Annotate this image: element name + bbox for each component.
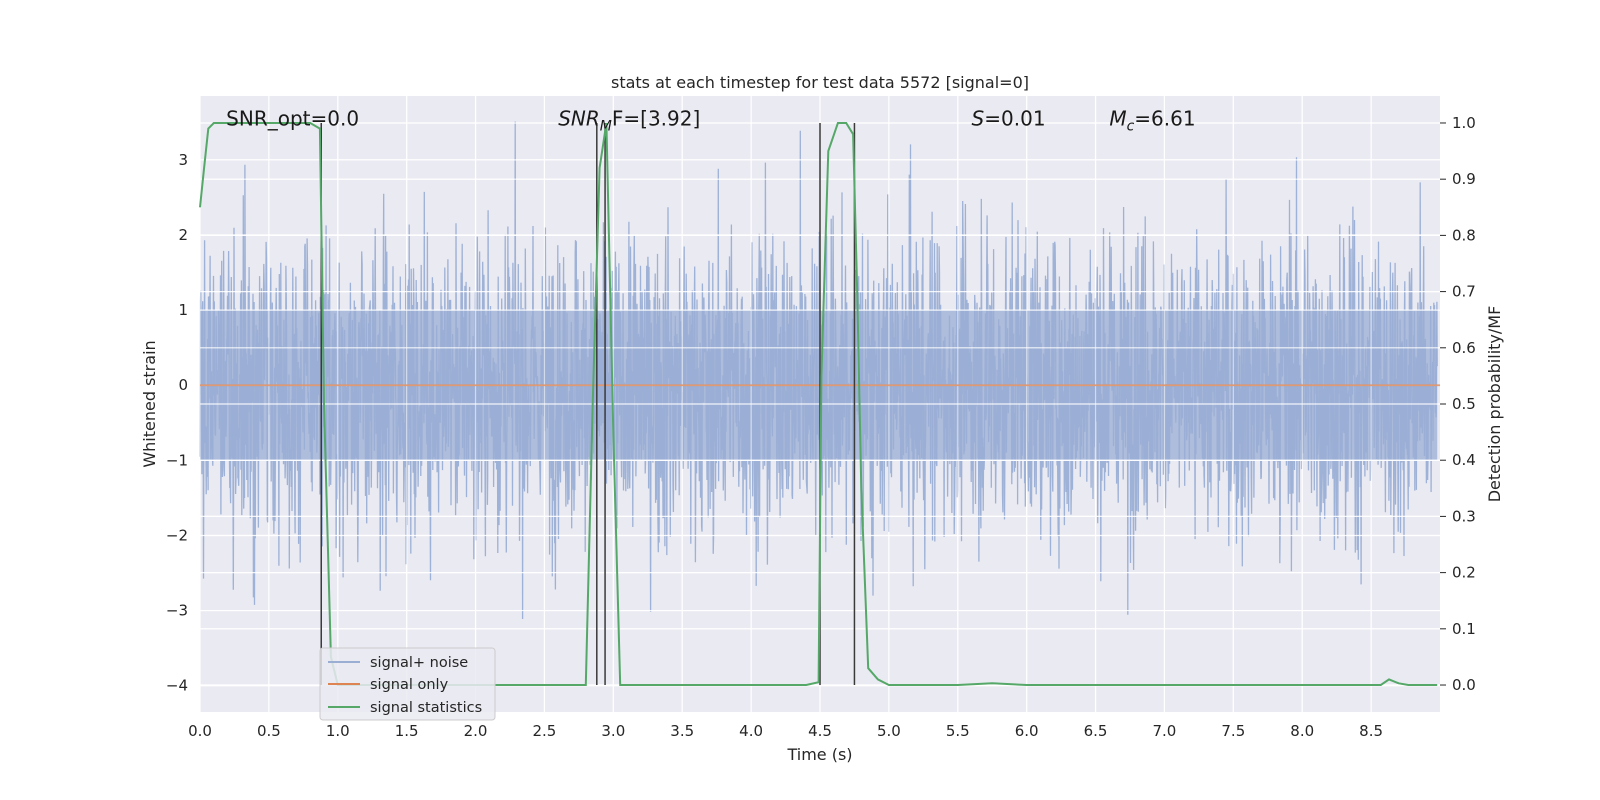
x-tick-label-14: 7.0 — [1153, 722, 1177, 740]
series-signal-statistics — [199, 122, 1438, 686]
chart-title: stats at each timestep for test data 557… — [611, 73, 1029, 92]
y-left-tick-label-0: 3 — [178, 151, 188, 169]
x-axis-ticks: 0.0 0.5 1.0 1.5 2.0 2.5 3.0 3.5 4.0 4.5 5.0 5.5 6.0 6… — [188, 722, 1383, 740]
y-right-tick-label-7: 0.3 — [1452, 507, 1476, 525]
legend-label-signal-noise: signal+ noise — [370, 655, 468, 671]
legend-label-signal-only: signal only — [370, 677, 449, 693]
x-tick-label-6: 3.0 — [601, 722, 625, 740]
annotation-1-value: F=[3.92] — [612, 107, 700, 131]
y-left-tick-label-5: −2 — [166, 526, 188, 544]
y-left-tick-label-1: 2 — [178, 226, 188, 244]
y-right-axis-label: Detection probability/MF — [1485, 306, 1504, 503]
x-tick-label-11: 5.5 — [946, 722, 970, 740]
y-left-tick-label-3: 0 — [178, 376, 188, 394]
annotation-1-symbol: SNR — [558, 107, 600, 131]
x-tick-label-5: 2.5 — [533, 722, 557, 740]
annotation-2-value: =0.01 — [984, 107, 1045, 131]
x-tick-label-15: 7.5 — [1221, 722, 1245, 740]
x-tick-label-9: 4.5 — [808, 722, 832, 740]
y-right-tick-label-2: 0.8 — [1452, 226, 1476, 244]
annotation-0: SNR_opt=0.0 — [226, 107, 359, 131]
y-right-tick-label-0: 1.0 — [1452, 114, 1476, 132]
x-tick-label-4: 2.0 — [464, 722, 488, 740]
y-right-tick-label-6: 0.4 — [1452, 451, 1476, 469]
annotation-3-value: =6.61 — [1134, 107, 1195, 131]
y-right-tick-label-5: 0.5 — [1452, 395, 1476, 413]
annotation-3: Mc=6.61 — [1109, 107, 1195, 135]
y-right-tick-label-3: 0.7 — [1452, 283, 1476, 301]
annotation-3-symbol: M — [1109, 107, 1126, 131]
annotations: SNR_opt=0.0 SNRMF=[3.92] S=0.01 Mc=6.61 — [226, 107, 1195, 135]
y-right-tick-label-4: 0.6 — [1452, 339, 1476, 357]
x-tick-label-0: 0.0 — [188, 722, 212, 740]
x-tick-label-3: 1.5 — [395, 722, 419, 740]
x-tick-label-7: 3.5 — [670, 722, 694, 740]
y-left-axis-label: Whitened strain — [140, 340, 159, 467]
y-right-tick-label-10: 0.0 — [1452, 676, 1476, 694]
y-right-tick-label-9: 0.1 — [1452, 620, 1476, 638]
y-left-axis-ticks: 3 2 1 0 −1 −2 −3 −4 — [166, 151, 188, 695]
y-left-tick-label-6: −3 — [166, 602, 188, 620]
annotation-2-symbol: S — [972, 107, 985, 131]
x-tick-label-12: 6.0 — [1015, 722, 1039, 740]
legend: signal+ noise signal only signal statist… — [319, 647, 496, 721]
x-tick-label-1: 0.5 — [257, 722, 281, 740]
annotation-1-subscript: M — [600, 119, 612, 135]
x-tick-label-2: 1.0 — [326, 722, 350, 740]
annotation-1: SNRMF=[3.92] — [558, 107, 700, 135]
x-tick-label-10: 5.0 — [877, 722, 901, 740]
y-right-axis-ticks: 1.0 0.9 0.8 0.7 0.6 0.5 0.4 0.3 0.2 0.1 0.0 — [1440, 114, 1476, 694]
statistics-line — [199, 122, 1438, 686]
y-right-tick-label-1: 0.9 — [1452, 170, 1476, 188]
x-tick-label-17: 8.5 — [1359, 722, 1383, 740]
y-right-tick-label-8: 0.2 — [1452, 564, 1476, 582]
y-left-tick-label-7: −4 — [166, 677, 188, 695]
y-left-tick-label-4: −1 — [166, 451, 188, 469]
x-axis-label: Time (s) — [786, 745, 852, 764]
legend-box — [319, 647, 496, 721]
x-tick-label-13: 6.5 — [1084, 722, 1108, 740]
annotation-2: S=0.01 — [972, 107, 1046, 131]
y-left-tick-label-2: 1 — [178, 301, 188, 319]
x-tick-label-8: 4.0 — [739, 722, 763, 740]
legend-label-signal-statistics: signal statistics — [370, 700, 482, 716]
annotation-3-subscript: c — [1127, 119, 1135, 135]
x-tick-label-16: 8.0 — [1290, 722, 1314, 740]
